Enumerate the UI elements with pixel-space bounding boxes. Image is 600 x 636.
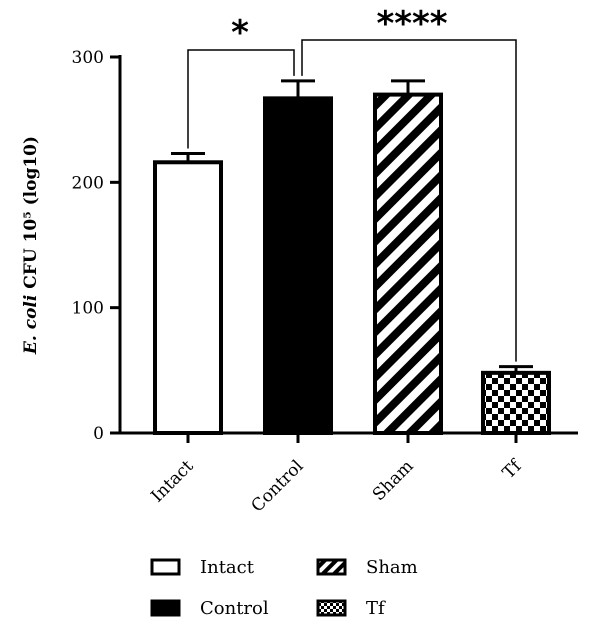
x-tick-label: Tf	[499, 455, 527, 483]
significance-label: *	[231, 13, 249, 53]
legend-label: Tf	[366, 598, 386, 619]
y-axis-label: E. coli CFU 10⁵ (log10)	[21, 136, 41, 355]
significance-bracket	[187, 49, 295, 149]
legend-swatch	[150, 558, 181, 576]
legend-swatch	[150, 599, 181, 617]
legend-swatch	[316, 558, 347, 576]
bar-tf	[481, 370, 551, 435]
y-axis-label-italic: E. coli	[21, 295, 41, 355]
x-tick-label: Sham	[369, 456, 418, 505]
y-tick-label: 200	[72, 173, 104, 193]
legend-label: Control	[200, 598, 269, 619]
significance-bracket	[301, 39, 517, 362]
legend-label: Sham	[366, 557, 418, 578]
y-tick-label: 100	[72, 299, 104, 319]
bars	[153, 79, 551, 436]
bar-control	[263, 96, 333, 436]
y-tick-label: 0	[93, 424, 104, 444]
y-tick-label: 300	[72, 48, 104, 68]
x-tick-label: Intact	[147, 456, 197, 506]
y-axis-label-rest: CFU 10⁵ (log10)	[21, 136, 41, 295]
significance-brackets: * ****	[187, 4, 517, 362]
x-tick-label: Control	[248, 456, 308, 516]
bar-intact	[153, 160, 223, 435]
significance-label: ****	[376, 4, 447, 44]
legend-swatch	[316, 599, 347, 617]
legend: Intact Control Sham Tf	[150, 557, 418, 619]
bar-sham	[373, 92, 443, 435]
legend-label: Intact	[200, 557, 255, 578]
